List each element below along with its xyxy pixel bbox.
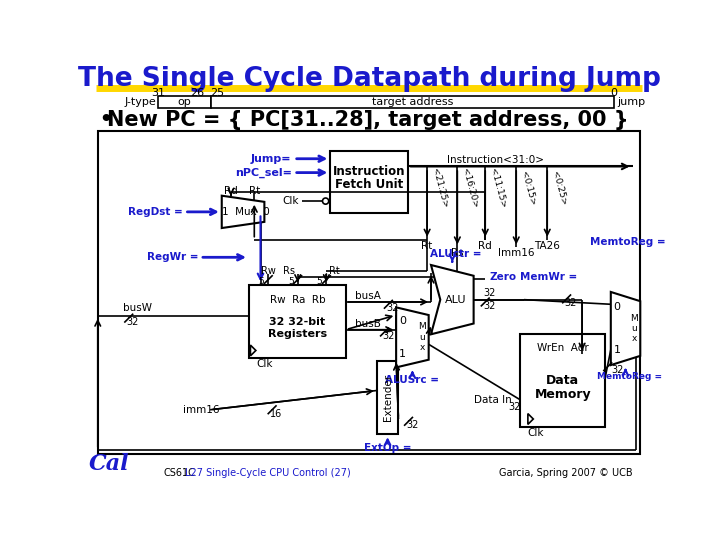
Text: op: op (178, 97, 192, 107)
Text: •: • (99, 108, 113, 132)
Bar (249, 285, 346, 358)
Text: Clk: Clk (283, 196, 300, 206)
Text: <0:15>: <0:15> (519, 170, 537, 206)
Bar (330, 151, 408, 213)
Bar (520, 334, 606, 427)
Text: nPC_sel=: nPC_sel= (235, 167, 292, 178)
Text: 32: 32 (611, 366, 624, 375)
Text: Rd: Rd (224, 186, 238, 196)
Text: RegWr =: RegWr = (147, 252, 199, 262)
Text: 32: 32 (483, 301, 495, 311)
Text: Zero: Zero (489, 272, 516, 282)
Text: Extender: Extender (382, 374, 392, 421)
Text: jump: jump (617, 97, 645, 107)
Polygon shape (222, 195, 264, 228)
Text: <11:15>: <11:15> (488, 167, 508, 209)
Text: ALUSrc =: ALUSrc = (385, 375, 439, 384)
Text: 1: 1 (613, 345, 621, 355)
Text: MemtoReg =: MemtoReg = (597, 372, 662, 381)
Text: MemtoReg =: MemtoReg = (590, 237, 665, 247)
Text: WrEn  Adr: WrEn Adr (537, 343, 589, 353)
Polygon shape (431, 265, 474, 334)
Text: Rd: Rd (478, 241, 492, 251)
Text: TA26: TA26 (534, 241, 560, 251)
Text: 0: 0 (611, 88, 618, 98)
Text: Fetch Unit: Fetch Unit (335, 178, 403, 191)
Text: 32: 32 (382, 331, 395, 341)
Polygon shape (396, 307, 428, 367)
Text: Jump=: Jump= (251, 154, 292, 164)
Text: 32 32-bit: 32 32-bit (269, 317, 325, 327)
Text: Instruction<31:0>: Instruction<31:0> (446, 156, 544, 165)
Text: Rt: Rt (330, 266, 341, 276)
Text: Memory: Memory (534, 388, 591, 401)
Text: 32: 32 (386, 303, 398, 313)
Text: imm16: imm16 (183, 405, 220, 415)
Text: Registers: Registers (268, 329, 327, 339)
Text: 5: 5 (317, 276, 323, 286)
Text: Data: Data (546, 374, 580, 387)
Text: 32: 32 (483, 288, 495, 298)
Text: 0: 0 (613, 302, 621, 312)
Text: MemWr =: MemWr = (520, 272, 577, 282)
Text: Instruction: Instruction (333, 165, 405, 178)
Text: 26: 26 (191, 88, 204, 98)
Text: J-type: J-type (124, 97, 156, 107)
Text: <16:20>: <16:20> (461, 167, 480, 209)
Text: <21:25>: <21:25> (431, 167, 449, 209)
Text: 32: 32 (508, 402, 521, 413)
Text: Imm16: Imm16 (498, 248, 534, 259)
Text: 32: 32 (127, 317, 139, 327)
Text: Rs: Rs (451, 248, 464, 259)
Text: 5: 5 (258, 276, 264, 286)
Polygon shape (611, 292, 640, 365)
Text: busW: busW (122, 303, 151, 313)
Text: target address: target address (372, 97, 453, 107)
Text: busA: busA (355, 291, 381, 301)
Text: Rs: Rs (284, 266, 295, 276)
Bar (98, 131, 640, 455)
Bar (377, 361, 398, 434)
Text: Cal: Cal (89, 453, 130, 475)
Text: <0:25>: <0:25> (550, 170, 568, 206)
Text: Rw  Ra  Rb: Rw Ra Rb (269, 295, 325, 306)
Text: Garcia, Spring 2007 © UCB: Garcia, Spring 2007 © UCB (499, 468, 632, 478)
Text: RegDst =: RegDst = (128, 207, 183, 217)
Text: 5: 5 (288, 276, 294, 286)
Text: 1: 1 (399, 348, 406, 359)
Text: 1  Mux  0: 1 Mux 0 (222, 207, 269, 217)
Text: 16: 16 (270, 409, 282, 419)
Text: The Single Cycle Datapath during Jump: The Single Cycle Datapath during Jump (78, 66, 660, 92)
Text: 32: 32 (406, 420, 418, 430)
Bar (158, 96, 211, 108)
Text: New PC = { PC[31..28], target address, 00 }: New PC = { PC[31..28], target address, 0… (107, 110, 629, 130)
Text: Clk: Clk (528, 428, 544, 438)
Text: Rt: Rt (248, 186, 260, 196)
Text: L27 Single-Cycle CPU Control (27): L27 Single-Cycle CPU Control (27) (184, 468, 351, 478)
Text: ALU: ALU (445, 295, 466, 305)
Bar (211, 96, 614, 108)
Text: ALUctr =: ALUctr = (430, 249, 481, 259)
Text: Rt: Rt (421, 241, 433, 251)
Text: 31: 31 (151, 88, 165, 98)
Text: Rw: Rw (261, 266, 276, 276)
Text: 32: 32 (564, 298, 577, 308)
Text: M
u
x: M u x (418, 322, 426, 352)
Text: busB: busB (355, 319, 381, 328)
Text: ExtOp =: ExtOp = (364, 443, 411, 453)
Text: Data In: Data In (474, 395, 511, 405)
Text: 25: 25 (210, 88, 224, 98)
Text: CS61C: CS61C (163, 468, 196, 478)
Text: M
u
x: M u x (630, 314, 638, 343)
Text: 0: 0 (399, 316, 406, 326)
Text: Clk: Clk (256, 359, 273, 369)
